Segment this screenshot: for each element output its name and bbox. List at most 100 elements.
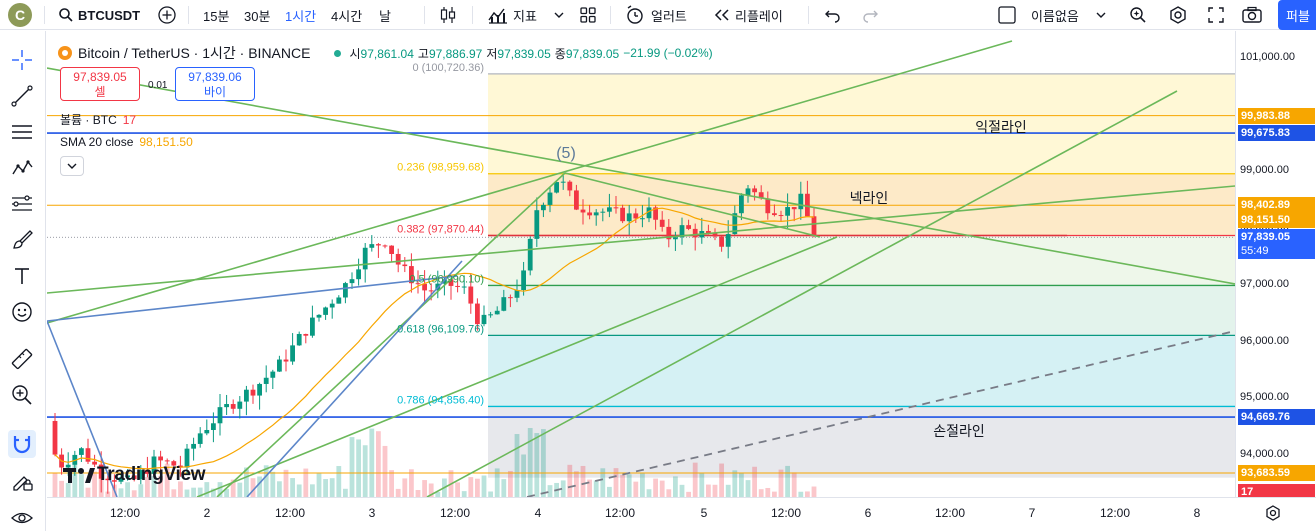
fib-zone <box>488 73 1235 174</box>
fullscreen-button[interactable] <box>1207 0 1225 30</box>
alert-button[interactable]: 얼러트 <box>625 0 687 30</box>
price-chart-canvas[interactable]: 0 (100,720.36) 0.236 (98,959.68) 0.382 (97… <box>47 31 1235 497</box>
compare-symbol-button[interactable] <box>157 0 177 30</box>
replay-button[interactable]: 리플레이 <box>713 0 783 30</box>
pattern-tool[interactable] <box>8 154 36 182</box>
indicators-dropdown-toggle[interactable] <box>553 0 565 30</box>
volume-bar <box>659 480 665 497</box>
candle-body <box>587 212 592 216</box>
rising-support-line <box>47 185 1235 294</box>
open-value: 97,861.04 <box>360 46 414 61</box>
volume-bar <box>296 484 302 497</box>
forecast-icon <box>12 195 32 211</box>
buy-label: 바이 <box>203 85 227 99</box>
emoji-tool[interactable] <box>8 298 36 326</box>
low-label: 저 <box>486 46 498 61</box>
volume-bar <box>547 485 553 497</box>
interval-30m[interactable]: 30분 <box>244 8 271 24</box>
plus-circle-icon <box>158 6 176 24</box>
grid-icon <box>580 7 596 23</box>
trendline-icon <box>11 85 33 107</box>
stop-loss-label: 손절라인 <box>933 423 985 439</box>
legend-collapse-button[interactable] <box>60 156 84 176</box>
candle-body <box>290 345 295 362</box>
candle-body <box>541 204 546 211</box>
zoom-tool[interactable] <box>8 381 36 409</box>
candle-body <box>277 359 282 372</box>
candle-body <box>673 237 678 240</box>
volume-bar <box>428 483 434 497</box>
interval-4h[interactable]: 4시간 <box>331 8 363 24</box>
brush-tool[interactable] <box>8 226 36 254</box>
forecast-tool[interactable] <box>8 190 36 218</box>
bar-countdown: 55:49 <box>1241 245 1269 258</box>
candle-body <box>98 464 104 479</box>
magnet-tool[interactable] <box>8 430 36 458</box>
chart-style-dropdown[interactable]: 날 <box>379 8 391 24</box>
hide-drawings-tool[interactable] <box>8 504 36 531</box>
candle-body <box>547 192 553 205</box>
volume-bar <box>699 473 705 497</box>
candle-body <box>415 283 421 285</box>
tradingview-logo[interactable]: TradingView <box>63 464 206 486</box>
price-axis[interactable]: 101,000.0099,000.0098,000.0097,000.0096,… <box>1235 31 1316 500</box>
candle-body <box>263 377 269 384</box>
volume-bar <box>376 431 381 497</box>
candle-body <box>197 433 203 444</box>
redo-button[interactable] <box>861 0 879 30</box>
time-axis[interactable]: 12:00 2 12:00 3 12:00 4 12:00 5 12:00 6 12:00 7 12:0… <box>47 497 1316 531</box>
chart-pane[interactable]: 0 (100,720.36) 0.236 (98,959.68) 0.382 (97… <box>47 31 1235 497</box>
symbol-label: BTCUSDT <box>78 7 141 23</box>
sell-button[interactable]: 97,839.05 셀 <box>60 67 140 101</box>
settings-button[interactable] <box>1168 0 1188 30</box>
price-change: −21.99 (−0.02%) <box>623 46 713 60</box>
layout-dropdown-toggle[interactable] <box>1095 0 1107 30</box>
volume-legend[interactable]: 볼륨 · BTC 17 <box>60 111 136 128</box>
measure-tool[interactable] <box>8 345 36 373</box>
sma-legend[interactable]: SMA 20 close 98,151.50 <box>60 135 193 149</box>
sma-label: SMA 20 close <box>60 135 134 149</box>
trendline-tool[interactable] <box>8 82 36 110</box>
symbol-search-button[interactable]: BTCUSDT <box>58 0 140 30</box>
volume-bar <box>745 480 751 497</box>
volume-bar <box>580 465 586 497</box>
horizontal-lines-tool[interactable] <box>8 118 36 146</box>
publish-button[interactable]: 퍼블 <box>1278 0 1316 30</box>
layout-checkbox[interactable] <box>997 0 1017 30</box>
layout-name-label[interactable]: 이름없음 <box>1031 8 1079 24</box>
volume-bar <box>468 477 474 497</box>
price-tag: 94,669.76 <box>1238 409 1315 425</box>
user-avatar[interactable]: C <box>8 3 32 27</box>
text-tool[interactable] <box>8 262 36 290</box>
price-tick: 101,000.00 <box>1240 51 1296 63</box>
volume-bar <box>613 468 619 497</box>
templates-button[interactable] <box>579 0 597 30</box>
volume-bar <box>52 473 58 497</box>
lower-channel-line <box>196 236 838 497</box>
undo-button[interactable] <box>824 0 842 30</box>
candle-body <box>805 193 810 217</box>
chevron-down-icon <box>554 12 564 18</box>
indicators-button[interactable]: 지표 <box>487 0 537 30</box>
interval-15m[interactable]: 15분 <box>203 8 230 24</box>
quick-search-button[interactable] <box>1128 0 1148 30</box>
crosshair-tool[interactable] <box>8 46 36 74</box>
time-axis-settings-button[interactable] <box>1264 504 1282 525</box>
descending-line <box>47 67 1235 285</box>
candle-body <box>349 279 355 284</box>
interval-1h[interactable]: 1시간 <box>285 8 317 24</box>
buy-button[interactable]: 97,839.06 바이 <box>175 67 255 101</box>
candle-body <box>79 448 84 455</box>
snapshot-button[interactable] <box>1241 0 1263 30</box>
candle-body <box>514 290 520 298</box>
candle-type-button[interactable] <box>438 0 458 30</box>
lock-drawing-tool[interactable] <box>8 467 36 495</box>
volume-bar <box>758 489 764 497</box>
volume-bar <box>752 466 757 497</box>
low-value: 97,839.05 <box>497 46 551 61</box>
candle-body <box>329 303 335 308</box>
price-tag-value: 98,402.89 <box>1241 199 1290 212</box>
candle-body <box>244 389 249 402</box>
chevron-down-icon <box>1096 12 1106 18</box>
candle-body <box>481 314 487 325</box>
